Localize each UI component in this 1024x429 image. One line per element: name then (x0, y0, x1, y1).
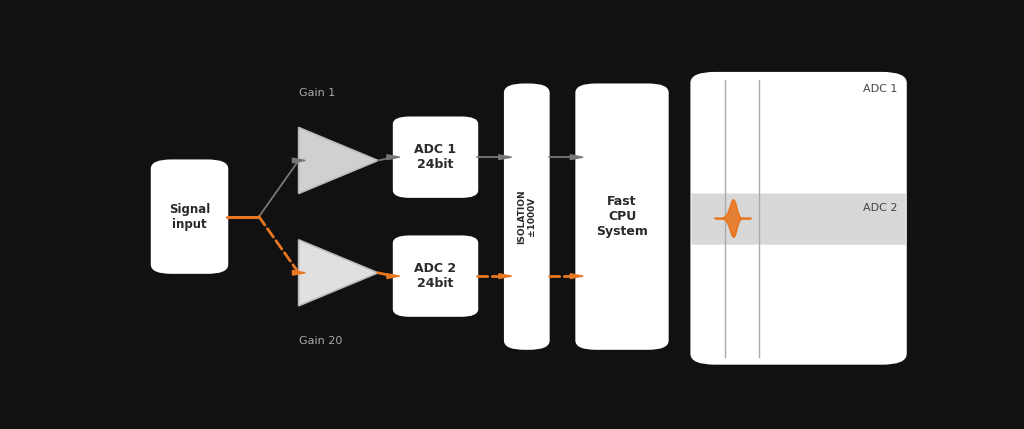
Text: ISOLATION
±1000V: ISOLATION ±1000V (517, 189, 537, 244)
Polygon shape (387, 274, 399, 278)
FancyBboxPatch shape (577, 85, 668, 349)
Text: ADC 1: ADC 1 (863, 85, 898, 94)
Polygon shape (293, 158, 305, 163)
Text: Gain 20: Gain 20 (299, 335, 342, 345)
FancyBboxPatch shape (394, 118, 477, 197)
Polygon shape (499, 155, 512, 160)
Polygon shape (570, 274, 583, 278)
FancyBboxPatch shape (691, 193, 905, 245)
Polygon shape (299, 240, 378, 306)
FancyBboxPatch shape (505, 85, 549, 349)
Text: ADC 1
24bit: ADC 1 24bit (415, 143, 457, 171)
FancyBboxPatch shape (152, 160, 227, 273)
Polygon shape (293, 270, 305, 275)
Polygon shape (499, 274, 512, 278)
Text: ADC 2: ADC 2 (863, 203, 898, 213)
FancyBboxPatch shape (394, 236, 477, 316)
Polygon shape (387, 155, 399, 160)
Polygon shape (299, 127, 378, 193)
Text: Gain 1: Gain 1 (299, 88, 335, 98)
FancyBboxPatch shape (691, 73, 905, 364)
Text: ADC 2
24bit: ADC 2 24bit (415, 262, 457, 290)
Text: Signal
input: Signal input (169, 202, 210, 231)
Polygon shape (570, 155, 583, 160)
Text: Fast
CPU
System: Fast CPU System (596, 195, 648, 238)
